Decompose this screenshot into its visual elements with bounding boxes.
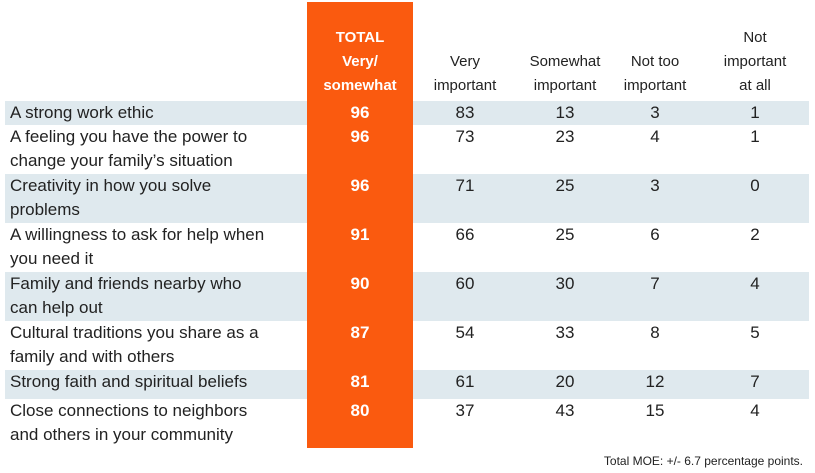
- cell-not_at_all-row-7: 4: [750, 401, 760, 420]
- column-header-somewhat-line-1: important: [533, 77, 597, 94]
- column-header-very-line-1: important: [433, 77, 497, 94]
- cell-very-row-4: 60: [455, 274, 475, 293]
- column-header-not_too-line-0: Not too: [630, 53, 680, 70]
- cell-somewhat-row-2: 25: [555, 176, 575, 195]
- cell-not_too-row-5: 8: [650, 323, 660, 342]
- cell-not_at_all-row-6: 7: [750, 372, 760, 391]
- row-label-3-line-0: A willingness to ask for help when: [10, 225, 265, 244]
- cell-very-row-2: 71: [455, 176, 475, 195]
- cell-total-row-0: 96: [350, 103, 370, 122]
- row-label-7-line-0: Close connections to neighbors: [10, 401, 248, 420]
- cell-very-row-6: 61: [455, 372, 475, 391]
- cell-total-row-2: 96: [350, 176, 370, 195]
- column-header-not_at_all-line-1: important: [723, 53, 787, 70]
- row-label-6-line-0: Strong faith and spiritual beliefs: [10, 372, 248, 391]
- column-header-total-line-0: TOTAL: [335, 29, 385, 46]
- cell-total-row-1: 96: [350, 127, 370, 146]
- cell-total-row-5: 87: [350, 323, 370, 342]
- row-label-5-line-1: family and with others: [10, 347, 175, 366]
- cell-very-row-0: 83: [455, 103, 475, 122]
- cell-not_too-row-2: 3: [650, 176, 660, 195]
- row-label-1-line-1: change your family’s situation: [10, 151, 233, 170]
- cell-somewhat-row-4: 30: [555, 274, 575, 293]
- cell-not_at_all-row-3: 2: [750, 225, 760, 244]
- cell-not_too-row-1: 4: [650, 127, 660, 146]
- cell-very-row-3: 66: [455, 225, 475, 244]
- cell-not_too-row-0: 3: [650, 103, 660, 122]
- row-label-7-line-1: and others in your community: [10, 425, 233, 444]
- cell-somewhat-row-3: 25: [555, 225, 575, 244]
- footnote: Total MOE: +/- 6.7 percentage points.: [603, 454, 803, 468]
- row-label-2-line-0: Creativity in how you solve: [10, 176, 212, 195]
- cell-not_at_all-row-5: 5: [750, 323, 760, 342]
- cell-not_at_all-row-1: 1: [750, 127, 760, 146]
- cell-very-row-7: 37: [455, 401, 475, 420]
- total-column-highlight: [307, 2, 413, 448]
- cell-very-row-5: 54: [455, 323, 475, 342]
- cell-total-row-7: 80: [350, 401, 370, 420]
- cell-not_too-row-7: 15: [645, 401, 665, 420]
- cell-not_at_all-row-0: 1: [750, 103, 760, 122]
- cell-somewhat-row-7: 43: [555, 401, 575, 420]
- cell-not_too-row-3: 6: [650, 225, 660, 244]
- cell-not_at_all-row-4: 4: [750, 274, 760, 293]
- column-header-not_too-line-1: important: [623, 77, 687, 94]
- column-header-somewhat-line-0: Somewhat: [529, 53, 601, 70]
- row-label-4-line-1: can help out: [10, 298, 103, 317]
- column-header-total-line-2: somewhat: [323, 77, 397, 94]
- column-header-not_at_all-line-2: at all: [739, 77, 771, 94]
- cell-not_at_all-row-2: 0: [750, 176, 760, 195]
- cell-total-row-6: 81: [350, 372, 370, 391]
- row-label-3-line-1: you need it: [10, 249, 94, 268]
- cell-very-row-1: 73: [455, 127, 475, 146]
- cell-not_too-row-4: 7: [650, 274, 660, 293]
- row-label-0-line-0: A strong work ethic: [10, 103, 154, 122]
- column-header-total-line-1: Very/: [342, 53, 378, 70]
- cell-not_too-row-6: 12: [645, 372, 665, 391]
- row-label-5-line-0: Cultural traditions you share as a: [10, 323, 259, 342]
- row-label-2-line-1: problems: [10, 200, 80, 219]
- column-header-very-line-0: Very: [449, 53, 480, 70]
- column-header-not_at_all-line-0: Not: [743, 29, 767, 46]
- cell-somewhat-row-5: 33: [555, 323, 575, 342]
- cell-total-row-3: 91: [350, 225, 370, 244]
- row-label-4-line-0: Family and friends nearby who: [10, 274, 242, 293]
- cell-somewhat-row-6: 20: [555, 372, 575, 391]
- cell-somewhat-row-0: 13: [555, 103, 575, 122]
- cell-somewhat-row-1: 23: [555, 127, 575, 146]
- cell-total-row-4: 90: [350, 274, 370, 293]
- row-label-1-line-0: A feeling you have the power to: [10, 127, 248, 146]
